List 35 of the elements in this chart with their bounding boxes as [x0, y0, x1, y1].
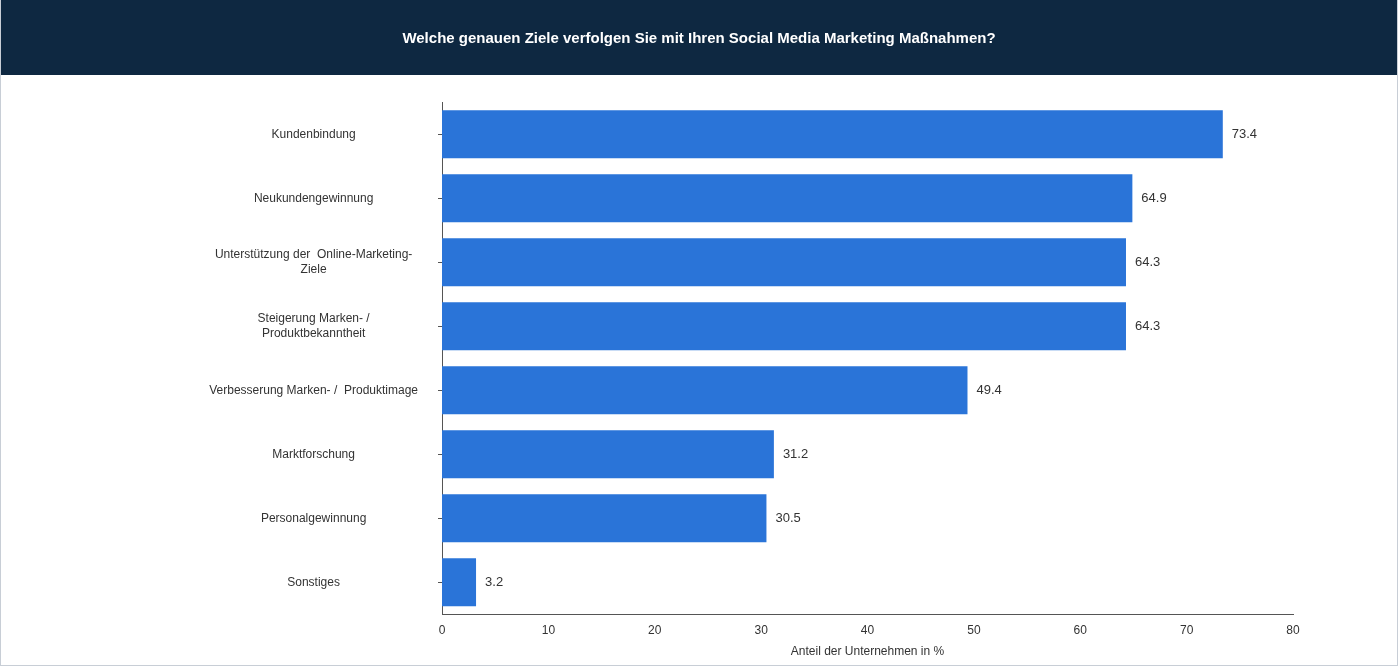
y-tick-label: Verbesserung Marken- / Produktimage — [209, 382, 419, 397]
bar — [442, 238, 1126, 287]
data-label: 30.5 — [775, 509, 801, 525]
chart-title: Welche genauen Ziele verfolgen Sie mit Ihren Social Media Marketing Maßnahmen? — [1, 0, 1397, 75]
y-tick-label: Sonstiges — [287, 574, 340, 589]
bar — [442, 558, 477, 607]
x-tick-label: 40 — [860, 622, 875, 637]
x-tick-label: 50 — [967, 622, 981, 637]
x-tick-label: 10 — [541, 622, 556, 637]
x-tick-label: 70 — [1179, 622, 1194, 637]
x-tick-label: 60 — [1073, 622, 1088, 637]
data-label: 73.4 — [1231, 125, 1258, 141]
bar — [442, 430, 774, 479]
bar — [442, 174, 1133, 223]
data-label: 64.9 — [1141, 189, 1167, 205]
x-axis-title: Anteil der Unternehmen in % — [790, 644, 945, 659]
x-tick-label: 30 — [754, 622, 769, 637]
x-tick-label: 80 — [1286, 622, 1300, 637]
y-tick-label: Personalgewinnung — [260, 510, 367, 525]
data-label: 31.2 — [782, 445, 809, 461]
bar — [442, 494, 767, 543]
y-tick-label: Steigerung Marken- / Produktbekanntheit — [257, 311, 371, 340]
y-tick-label: Unterstützung der Online-Marketing- Ziele — [214, 247, 413, 276]
data-label: 49.4 — [976, 381, 1002, 397]
bar — [442, 110, 1223, 159]
y-tick-label: Kundenbindung — [271, 126, 356, 141]
bar — [442, 366, 968, 415]
data-label: 64.3 — [1134, 317, 1161, 333]
y-tick-label: Marktforschung — [272, 446, 355, 461]
data-label: 3.2 — [485, 573, 504, 589]
x-tick-label: 0 — [438, 622, 446, 637]
y-tick-label: Neukundengewinnung — [253, 190, 374, 205]
x-tick-label: 20 — [648, 622, 662, 637]
bar — [442, 302, 1126, 351]
data-label: 64.3 — [1134, 253, 1161, 269]
